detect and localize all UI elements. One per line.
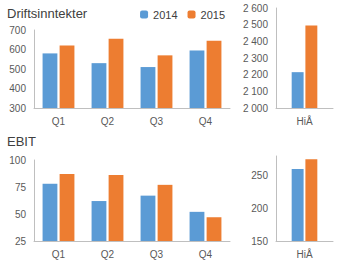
svg-text:Driftsinntekter: Driftsinntekter <box>7 6 88 21</box>
svg-text:Q2: Q2 <box>101 249 115 260</box>
svg-text:700: 700 <box>9 25 26 36</box>
svg-text:EBIT: EBIT <box>7 134 36 149</box>
svg-text:2 600: 2 600 <box>243 3 268 14</box>
svg-text:250: 250 <box>251 170 268 181</box>
svg-text:50: 50 <box>15 209 27 220</box>
svg-text:2 100: 2 100 <box>243 86 268 97</box>
svg-text:2 200: 2 200 <box>243 69 268 80</box>
svg-text:2015: 2015 <box>201 9 225 21</box>
svg-text:75: 75 <box>15 182 27 193</box>
svg-text:Q2: Q2 <box>101 116 115 127</box>
svg-text:200: 200 <box>251 203 268 214</box>
svg-text:600: 600 <box>9 44 26 55</box>
svg-text:2 500: 2 500 <box>243 19 268 30</box>
svg-text:HiÅ: HiÅ <box>296 248 312 260</box>
svg-text:Q4: Q4 <box>199 116 213 127</box>
svg-text:Q3: Q3 <box>150 116 164 127</box>
svg-text:2 300: 2 300 <box>243 53 268 64</box>
svg-text:25: 25 <box>15 236 27 247</box>
svg-text:HiÅ: HiÅ <box>296 115 312 127</box>
svg-text:Q1: Q1 <box>52 116 66 127</box>
svg-text:Q3: Q3 <box>150 249 164 260</box>
svg-text:Q4: Q4 <box>199 249 213 260</box>
svg-text:300: 300 <box>9 103 26 114</box>
svg-text:400: 400 <box>9 83 26 94</box>
svg-text:Q1: Q1 <box>52 249 66 260</box>
svg-text:100: 100 <box>9 155 26 166</box>
svg-text:2 000: 2 000 <box>243 103 268 114</box>
svg-text:2 400: 2 400 <box>243 36 268 47</box>
svg-text:2014: 2014 <box>153 9 177 21</box>
svg-text:500: 500 <box>9 64 26 75</box>
svg-text:150: 150 <box>251 236 268 247</box>
